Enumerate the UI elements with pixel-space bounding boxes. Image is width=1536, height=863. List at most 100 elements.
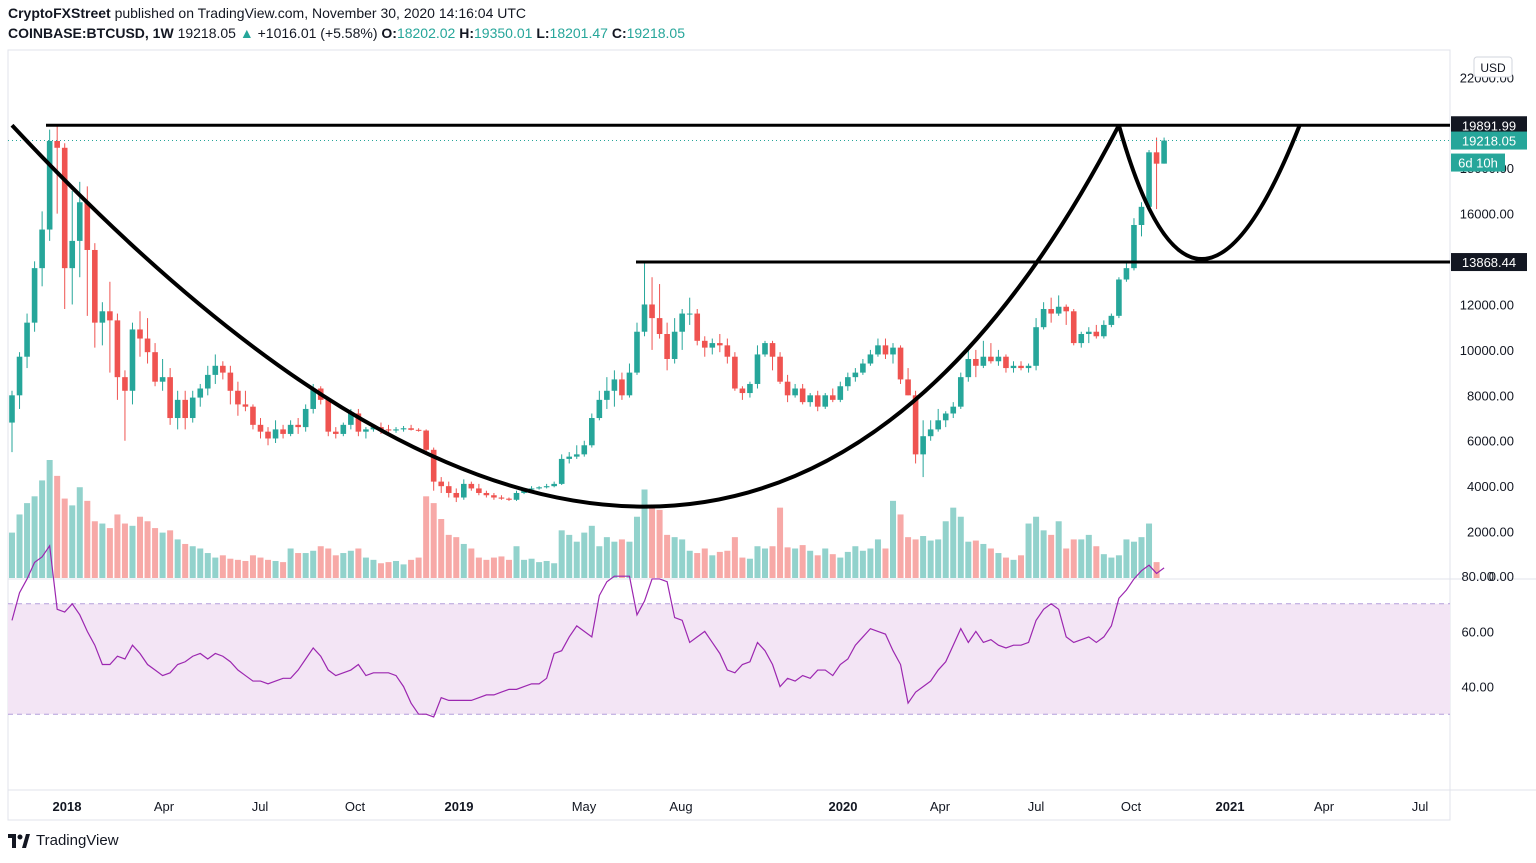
candle-body	[61, 147, 68, 269]
volume-bar	[212, 557, 219, 578]
volume-bar	[980, 543, 987, 578]
candle-body	[957, 377, 964, 407]
candle-body	[99, 311, 106, 323]
candle-body	[54, 140, 60, 148]
candle-body	[513, 492, 520, 500]
volume-bar	[927, 540, 934, 578]
volume-bar	[573, 541, 580, 578]
volume-bar	[1055, 521, 1062, 578]
volume-bar	[965, 541, 972, 578]
volume-bar	[799, 545, 806, 578]
candle-body	[1040, 309, 1047, 328]
volume-bar	[995, 553, 1002, 578]
candle-body	[1093, 331, 1100, 337]
candle-body	[724, 345, 731, 357]
candle-body	[1055, 306, 1062, 314]
volume-bar	[242, 560, 249, 578]
candle-body	[611, 379, 618, 391]
volume-bar	[987, 548, 994, 578]
volume-bar	[1048, 534, 1055, 578]
volume-bar	[317, 546, 324, 578]
candle-body	[822, 395, 829, 407]
candle-body	[76, 202, 83, 241]
volume-bar	[543, 560, 550, 578]
author-name[interactable]: CryptoFXStreet	[8, 5, 111, 21]
volume-bar	[227, 558, 234, 578]
volume-bar	[234, 559, 241, 578]
high-value: 19350.01	[474, 25, 533, 41]
volume-bar	[852, 546, 859, 578]
volume-bar	[423, 496, 430, 578]
x-tick-label: Jul	[252, 799, 269, 814]
volume-bar	[137, 516, 144, 578]
candle-body	[762, 343, 768, 355]
volume-bar	[566, 534, 573, 578]
rsi-tick-label: 80.00	[1461, 569, 1494, 584]
x-tick-label: Apr	[930, 799, 951, 814]
volume-bar	[121, 523, 128, 578]
candle-body	[573, 454, 580, 457]
volume-bar	[588, 525, 595, 578]
volume-bar	[415, 557, 422, 578]
volume-bar	[16, 514, 23, 578]
volume-bar	[837, 557, 844, 578]
candle-body	[679, 313, 685, 332]
candle-body	[664, 334, 670, 359]
volume-bar	[709, 555, 716, 578]
candle-body	[920, 436, 926, 455]
handle-curve	[1116, 124, 1302, 261]
volume-bar	[430, 503, 437, 578]
candle-body	[1003, 356, 1009, 369]
candle-body	[973, 358, 979, 366]
volume-bar	[754, 546, 761, 578]
volume-bar	[897, 514, 904, 578]
x-tick-label: Apr	[154, 799, 175, 814]
candle-body	[1070, 311, 1077, 344]
volume-bar	[61, 498, 68, 578]
volume-bar	[649, 505, 656, 578]
tradingview-logo[interactable]: TradingView	[8, 832, 119, 849]
candle-body	[769, 343, 776, 357]
volume-bar	[611, 541, 618, 578]
candle-body	[430, 449, 437, 482]
y-tick-label: 16000.00	[1460, 207, 1514, 222]
volume-bar	[197, 548, 204, 578]
candle-body	[92, 249, 98, 323]
candle-body	[1078, 334, 1085, 344]
volume-bar	[325, 548, 332, 578]
currency-box	[1473, 56, 1513, 78]
volume-bar	[152, 528, 159, 578]
candle-body	[860, 363, 866, 373]
volume-bar	[641, 489, 648, 578]
candle-body	[84, 202, 91, 250]
volume-bar	[1002, 557, 1009, 578]
volume-bar	[340, 553, 347, 578]
x-tick-label: 2021	[1216, 799, 1245, 814]
candle-body	[792, 388, 798, 396]
candle-body	[438, 481, 445, 487]
candle-body	[1033, 327, 1039, 366]
low-label: L:	[536, 25, 550, 41]
volume-bar	[596, 546, 603, 578]
volume-bar	[249, 555, 256, 578]
volume-bar	[528, 558, 535, 578]
candle-body	[340, 424, 347, 434]
candle-body	[212, 365, 219, 375]
symbol-name: COINBASE:BTCUSD, 1W	[8, 25, 174, 41]
volume-bar	[1085, 534, 1092, 578]
candle-body	[747, 383, 753, 394]
volume-bar	[295, 553, 302, 578]
volume-bar	[694, 553, 701, 578]
volume-bar	[1123, 539, 1130, 578]
candle-body	[295, 424, 301, 428]
candle-body	[641, 304, 648, 332]
candle-body	[1025, 365, 1032, 369]
volume-bar	[189, 546, 196, 578]
candle-body	[1108, 315, 1115, 325]
candle-body	[122, 377, 128, 391]
volume-bar	[257, 557, 264, 578]
volume-bar	[54, 475, 61, 578]
candle-body	[332, 431, 339, 434]
currency-label: USD	[1480, 61, 1506, 75]
